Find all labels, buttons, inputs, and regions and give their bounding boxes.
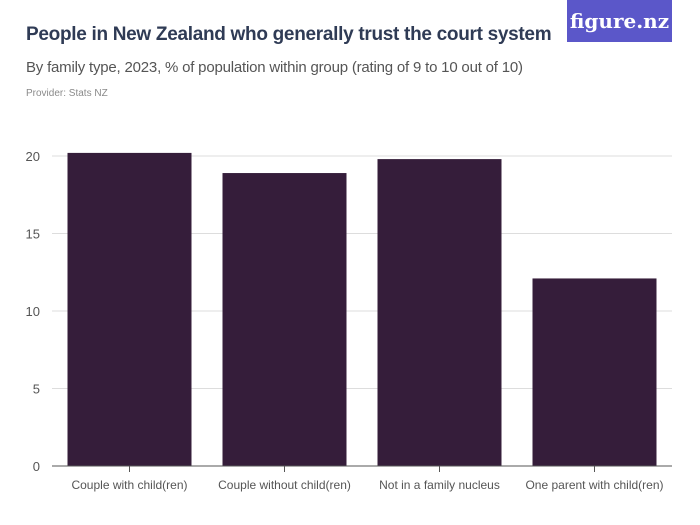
x-axis-labels: Couple with child(ren) Couple without chi… [71, 466, 664, 492]
y-tick-label: 15 [26, 227, 40, 242]
bars [67, 152, 657, 467]
x-category-label: Couple without child(ren) [218, 478, 351, 492]
y-axis-ticks: 0 5 10 15 20 [26, 149, 40, 474]
bar[interactable] [222, 173, 347, 467]
bar[interactable] [377, 159, 502, 466]
chart-subtitle: By family type, 2023, % of population wi… [26, 59, 523, 76]
chart-title: People in New Zealand who generally trus… [26, 24, 552, 45]
x-category-label: One parent with child(ren) [525, 478, 663, 492]
data-provider: Provider: Stats NZ [26, 88, 108, 99]
x-category-label: Not in a family nucleus [379, 478, 500, 492]
y-tick-label: 10 [26, 304, 40, 319]
figure-nz-logo[interactable]: figure.nz [567, 0, 672, 42]
bar[interactable] [67, 152, 192, 466]
bar[interactable] [532, 278, 657, 466]
x-category-label: Couple with child(ren) [71, 478, 187, 492]
y-tick-label: 0 [33, 459, 40, 474]
y-tick-label: 5 [33, 382, 40, 397]
y-tick-label: 20 [26, 149, 40, 164]
